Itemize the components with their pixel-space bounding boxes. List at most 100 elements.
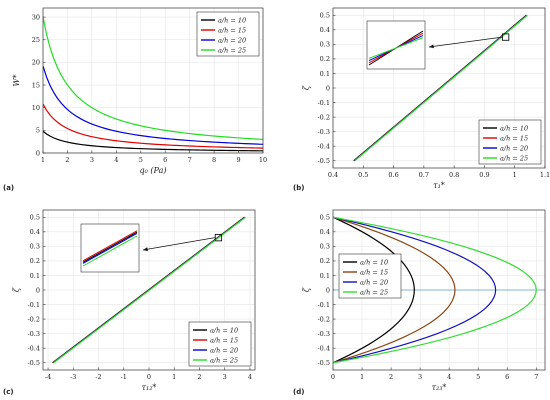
series-group	[333, 216, 545, 364]
legend: a/h = 10 a/h = 15 a/h = 20 a/h = 25	[196, 11, 260, 57]
y-tick-label: -0.5	[317, 359, 330, 367]
series-line	[354, 14, 528, 162]
x-tick-label: 0.6	[388, 171, 398, 179]
panel-label: (a)	[3, 184, 14, 192]
legend-label: a/h = 10	[360, 258, 388, 266]
x-axis-label: τ₁*	[433, 181, 445, 190]
y-tick-label: 0.2	[320, 55, 330, 63]
y-tick-label: -0.3	[317, 330, 330, 338]
chart-panel-1: 1 2 3 4 5 6 7 8 9 10 0 5 10 15 20 25 30 q₀ (Pa) W* a/h = 10…	[12, 7, 267, 175]
y-tick-label: -0.1	[317, 99, 330, 107]
series-line	[333, 216, 497, 364]
x-tick-label: 2	[197, 373, 201, 381]
series-group	[353, 14, 528, 162]
legend-label: a/h = 20	[218, 36, 246, 44]
panel-label: (b)	[293, 184, 304, 192]
x-tick-label: 4	[114, 156, 118, 164]
y-tick-label: 0.4	[30, 228, 40, 236]
x-tick-label: 2	[65, 156, 69, 164]
x-tick-label: -4	[45, 373, 51, 381]
x-tick-label: 0.5	[358, 171, 368, 179]
panel-label: (c)	[3, 388, 14, 396]
y-tick-label: 0.3	[30, 243, 40, 251]
legend-label: a/h = 20	[360, 278, 388, 286]
x-tick-label: 9	[236, 156, 240, 164]
x-tick-label: 10	[259, 156, 267, 164]
legend-label: a/h = 25	[210, 356, 238, 364]
x-tick-label: 4	[447, 373, 451, 381]
x-axis-label: τ₂₃*	[432, 383, 447, 392]
series-line	[53, 216, 246, 364]
axes-frame	[42, 209, 256, 371]
series-group	[43, 16, 263, 152]
x-axis-label: q₀ (Pa)	[140, 166, 167, 175]
y-tick-label: -0.2	[317, 315, 330, 323]
legend-label: a/h = 20	[210, 346, 238, 354]
y-tick-label: 0.1	[30, 272, 40, 280]
legend: a/h = 10 a/h = 15 a/h = 20 a/h = 25	[478, 119, 542, 165]
y-tick-label: -0.5	[317, 157, 330, 165]
zoom-marker	[501, 33, 510, 41]
x-tick-label: 3	[223, 373, 227, 381]
legend: a/h = 10 a/h = 15 a/h = 20 a/h = 25	[188, 321, 252, 367]
x-tick-label: 0.7	[419, 171, 429, 179]
inset-arrow	[142, 237, 215, 251]
inset-series-line	[82, 230, 138, 262]
y-tick-label: 0	[326, 286, 330, 294]
x-tick-label: 5	[139, 156, 143, 164]
x-tick-label: 3	[418, 373, 422, 381]
inset-series-line	[82, 232, 138, 264]
x-tick-label: 8	[212, 156, 216, 164]
legend-label: a/h = 25	[500, 154, 528, 162]
y-tick-label: -0.1	[27, 301, 40, 309]
y-tick-label: 0.4	[320, 228, 330, 236]
x-tick-label: 1	[41, 156, 45, 164]
legend-label: a/h = 25	[218, 46, 246, 54]
y-axis-label: ζ	[12, 287, 21, 292]
y-tick-label: 0.1	[320, 70, 330, 78]
x-tick-label: 6	[505, 373, 509, 381]
inset-zoom	[80, 223, 223, 273]
y-axis-label: ζ	[302, 287, 311, 292]
y-tick-label: 0.5	[30, 214, 40, 222]
x-tick-label: -2	[95, 373, 101, 381]
chart-panel-4: 0 1 2 3 4 5 6 7 -0.5 -0.4 -0.3 -0.2 -0.1 0 0.1 0.2 0.3 0.…	[302, 209, 546, 392]
series-line	[333, 216, 456, 364]
legend-label: a/h = 25	[360, 288, 388, 296]
x-tick-label: 6	[163, 156, 167, 164]
y-tick-label: -0.4	[27, 344, 40, 352]
y-tick-label: 25	[32, 36, 40, 44]
y-axis-label: W*	[12, 74, 21, 86]
legend-label: a/h = 15	[210, 336, 238, 344]
series-line	[43, 103, 263, 149]
x-tick-label: 4	[248, 373, 252, 381]
x-tick-label: 0	[331, 373, 335, 381]
x-tick-label: 1	[360, 373, 364, 381]
zoom-marker	[214, 233, 223, 242]
legend-label: a/h = 10	[210, 326, 238, 334]
y-tick-label: 10	[32, 104, 40, 112]
x-tick-label: 2	[389, 373, 393, 381]
series-line	[43, 16, 263, 141]
x-tick-label: 1	[172, 373, 176, 381]
axes-frame	[42, 7, 264, 154]
inset-zoom	[366, 20, 510, 70]
x-tick-label: 0.4	[328, 171, 338, 179]
legend-label: a/h = 15	[500, 134, 528, 142]
x-tick-label: -3	[70, 373, 76, 381]
x-tick-label: 3	[90, 156, 94, 164]
y-tick-label: 0	[36, 149, 40, 157]
panel-label: (d)	[293, 388, 304, 396]
series-line	[43, 65, 263, 145]
series-line	[43, 130, 263, 152]
y-tick-label: -0.2	[317, 113, 330, 121]
legend: a/h = 10 a/h = 15 a/h = 20 a/h = 25	[338, 253, 402, 299]
y-tick-label: 0.5	[320, 214, 330, 222]
x-tick-label: 0.9	[479, 171, 489, 179]
x-tick-label: 0.8	[449, 171, 459, 179]
arrow-head	[143, 247, 148, 252]
y-tick-label: 20	[32, 59, 40, 67]
series-line	[333, 216, 537, 364]
x-tick-label: 0	[147, 373, 151, 381]
